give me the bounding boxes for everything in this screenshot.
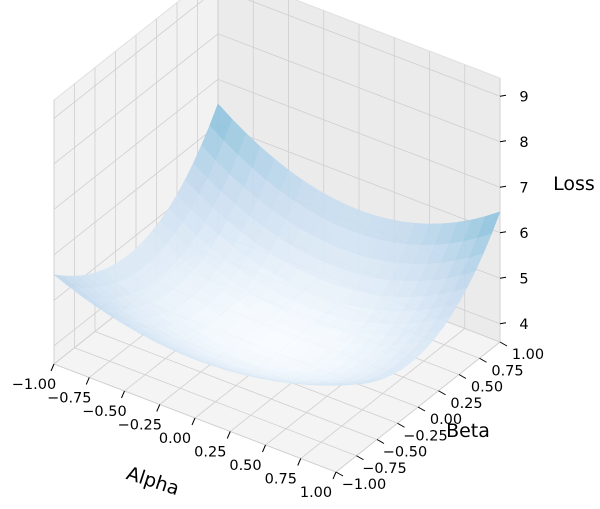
y-tick-label: −1.00 <box>342 477 386 493</box>
x-tick <box>262 444 266 453</box>
z-tick <box>499 185 507 188</box>
y-tick-label: 0.50 <box>471 380 503 396</box>
y-tick <box>479 357 487 363</box>
z-tick-label: 5 <box>519 271 528 287</box>
z-axis-label: Loss <box>553 173 595 195</box>
y-tick-label: 0.75 <box>491 363 523 379</box>
x-tick <box>85 377 90 385</box>
x-tick <box>156 404 161 412</box>
x-tick-label: 0.75 <box>265 472 297 488</box>
y-tick-label: 1.00 <box>512 347 544 363</box>
y-tick-label: −0.50 <box>383 445 427 461</box>
x-tick <box>191 417 196 426</box>
x-tick-label: 0.50 <box>229 458 261 474</box>
z-tick <box>499 140 507 143</box>
tick-labels: −1.00−0.75−0.50−0.250.000.250.500.751.00… <box>12 89 544 501</box>
z-grid-line <box>53 0 501 119</box>
y-tick <box>417 406 426 412</box>
z-tick <box>499 276 507 279</box>
z-tick-label: 6 <box>519 226 528 242</box>
y-tick-label: −0.75 <box>362 461 406 477</box>
x-tick-label: 1.00 <box>300 485 332 501</box>
y-tick <box>335 471 344 477</box>
y-tick <box>438 390 446 396</box>
x-tick <box>121 390 125 399</box>
z-grid-line <box>53 78 501 210</box>
z-grid-line <box>53 33 501 165</box>
surface-patch <box>477 211 501 238</box>
x-tick <box>297 458 302 466</box>
y-axis-label: Beta <box>446 420 490 442</box>
y-tick <box>458 374 467 379</box>
z-tick <box>499 231 507 234</box>
z-tick <box>499 322 507 325</box>
x-tick <box>50 363 55 372</box>
x-tick <box>332 471 337 480</box>
x-tick-label: −0.25 <box>118 418 162 434</box>
y-tick <box>499 341 508 347</box>
x-tick-label: 0.25 <box>194 445 226 461</box>
tick-marks <box>50 94 508 480</box>
x-tick <box>226 431 231 439</box>
y-tick-label: −0.25 <box>403 428 447 444</box>
y-tick-label: 0.25 <box>450 396 482 412</box>
y-tick-label: 0.00 <box>430 412 462 428</box>
floor-grid-alpha <box>300 328 465 459</box>
loss-surface <box>53 103 501 386</box>
z-tick-label: 9 <box>519 89 528 105</box>
z-tick-label: 8 <box>519 135 528 151</box>
x-axis-label: Alpha <box>124 462 182 500</box>
y-tick <box>356 455 364 461</box>
z-tick <box>499 94 507 97</box>
x-tick-label: −0.50 <box>82 404 126 420</box>
z-tick-label: 4 <box>519 317 528 333</box>
y-tick <box>397 422 405 428</box>
y-tick <box>376 439 385 444</box>
x-tick-label: 0.00 <box>159 431 191 447</box>
x-tick-label: −0.75 <box>47 391 91 407</box>
z-tick-label: 7 <box>519 180 528 196</box>
x-tick-label: −1.00 <box>12 377 56 393</box>
